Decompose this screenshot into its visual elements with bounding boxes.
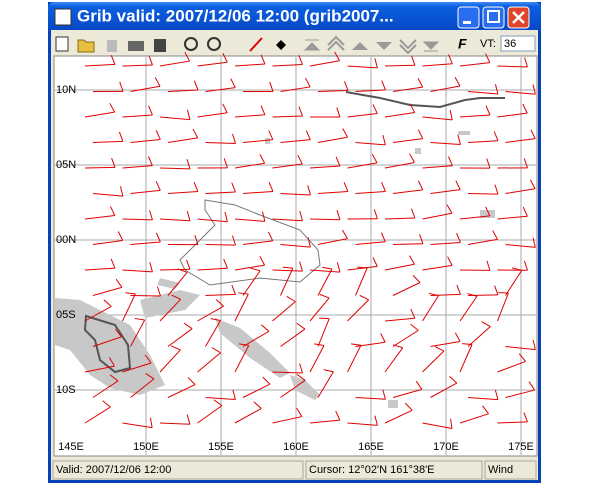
lat-label: 05S <box>56 309 76 321</box>
lon-label: 175E <box>508 441 534 453</box>
window-title: Grib valid: 2007/12/06 12:00 (grib2007..… <box>77 6 394 25</box>
wind-barb <box>85 167 115 168</box>
tool-font[interactable]: F <box>458 36 467 52</box>
maximize-button[interactable] <box>483 7 504 28</box>
lat-label: 10S <box>56 384 76 396</box>
vt-label: VT: <box>480 38 496 50</box>
status-layer: Wind <box>488 464 513 476</box>
lon-label: 160E <box>283 441 309 453</box>
status-valid: Valid: 2007/12/06 12:00 <box>56 464 171 476</box>
lat-label: 05N <box>56 159 76 171</box>
tool-save[interactable] <box>107 40 117 52</box>
status-bar: Valid: 2007/12/06 12:00 Cursor: 12°02'N … <box>53 461 536 479</box>
close-button[interactable] <box>508 7 529 28</box>
lon-label: 155E <box>208 441 234 453</box>
app-icon <box>55 9 71 25</box>
minimize-button[interactable] <box>458 7 479 28</box>
tool-open[interactable] <box>78 40 94 52</box>
tool-print[interactable] <box>128 41 144 51</box>
vt-value[interactable]: 36 <box>504 38 516 50</box>
wind-barb <box>385 65 415 66</box>
wind-barb-tick <box>319 318 329 319</box>
lon-label: 165E <box>358 441 384 453</box>
status-cursor: Cursor: 12°02'N 161°38'E <box>309 464 435 476</box>
wind-barb <box>160 269 190 270</box>
lon-label: 145E <box>58 441 84 453</box>
wind-barb-tick <box>357 267 367 268</box>
lon-label: 150E <box>133 441 159 453</box>
wind-barb <box>468 194 498 195</box>
lat-label: 00N <box>56 234 76 246</box>
tool-delete[interactable] <box>154 39 166 52</box>
lon-label: 170E <box>433 441 459 453</box>
tool-open-info[interactable] <box>56 37 68 51</box>
wind-barb <box>206 245 236 246</box>
lat-label: 10N <box>56 84 76 96</box>
